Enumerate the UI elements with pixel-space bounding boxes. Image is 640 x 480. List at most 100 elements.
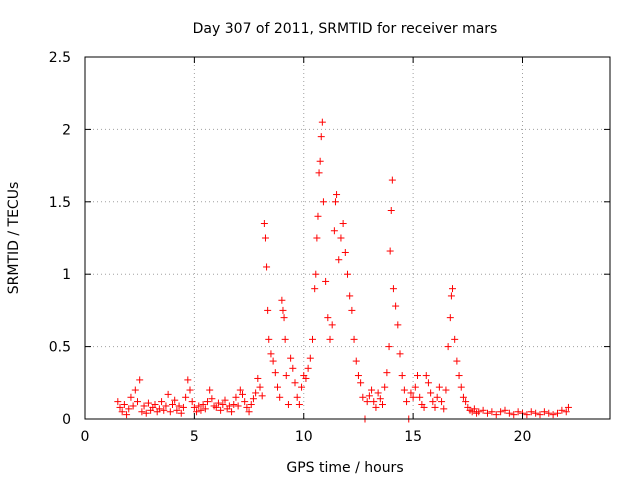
- data-point: [446, 314, 454, 322]
- data-point: [422, 372, 430, 380]
- data-point: [484, 409, 491, 417]
- data-point: [398, 372, 406, 380]
- x-tick-label: 10: [295, 429, 313, 445]
- data-point: [232, 393, 240, 401]
- data-point: [221, 396, 229, 404]
- y-tick-label: 0.5: [49, 340, 71, 356]
- data-point: [169, 401, 176, 409]
- data-point: [444, 343, 452, 351]
- data-point: [260, 220, 268, 228]
- data-point: [540, 408, 548, 416]
- data-point: [527, 408, 535, 416]
- data-point: [386, 247, 394, 255]
- data-point: [144, 399, 152, 407]
- data-point: [319, 198, 327, 206]
- data-point: [447, 292, 455, 300]
- data-point: [352, 357, 360, 365]
- data-point: [188, 398, 196, 406]
- data-point: [438, 398, 446, 406]
- data-point: [381, 383, 389, 391]
- data-point: [184, 376, 192, 384]
- data-point: [455, 372, 463, 380]
- data-point: [114, 398, 122, 406]
- data-point: [370, 398, 378, 406]
- data-point: [407, 389, 415, 397]
- data-point: [317, 133, 325, 141]
- axis-ticks: 0 5 10 15 20 0 0.5 1 1.5 2 2.5: [49, 50, 610, 445]
- data-point: [173, 406, 181, 414]
- data-point: [206, 386, 214, 394]
- data-point: [140, 402, 148, 410]
- data-point: [396, 350, 404, 358]
- data-point: [118, 408, 126, 416]
- data-point: [212, 403, 220, 411]
- data-point: [267, 350, 275, 358]
- data-point: [129, 402, 137, 410]
- data-point: [120, 401, 128, 409]
- data-point: [258, 392, 266, 400]
- data-point: [363, 398, 371, 406]
- data-point: [459, 393, 467, 401]
- data-point: [302, 374, 310, 382]
- data-point: [339, 220, 347, 228]
- data-point: [239, 390, 246, 398]
- data-point: [158, 398, 166, 406]
- data-point: [416, 393, 424, 401]
- data-point: [387, 206, 395, 214]
- data-point: [199, 401, 207, 409]
- data-point: [365, 392, 373, 400]
- data-point: [179, 403, 187, 411]
- data-point: [281, 335, 289, 343]
- data-point: [241, 398, 249, 406]
- data-point: [449, 285, 456, 293]
- data-point: [330, 227, 338, 235]
- data-point: [388, 176, 396, 184]
- data-point: [234, 402, 242, 410]
- data-point: [403, 398, 411, 406]
- data-point: [313, 234, 321, 242]
- data-point: [411, 383, 419, 391]
- data-point: [497, 408, 505, 416]
- data-point: [295, 401, 303, 409]
- data-point: [298, 383, 306, 391]
- data-point: [245, 408, 253, 416]
- data-point: [315, 169, 323, 177]
- data-point: [562, 408, 570, 416]
- data-point: [392, 302, 400, 310]
- data-point: [228, 408, 236, 416]
- data-point: [190, 403, 198, 411]
- data-point: [131, 386, 139, 394]
- chart-title: Day 307 of 2011, SRMTID for receiver mar…: [193, 21, 498, 37]
- data-point: [282, 372, 290, 380]
- data-point: [136, 376, 144, 384]
- data-point: [171, 396, 179, 404]
- data-point: [414, 372, 421, 380]
- data-point: [311, 285, 319, 293]
- data-point: [208, 395, 216, 403]
- data-point: [326, 335, 334, 343]
- data-point: [372, 403, 380, 411]
- data-point: [280, 314, 288, 322]
- data-point: [462, 398, 470, 406]
- data-point: [142, 409, 150, 417]
- data-point: [385, 343, 393, 351]
- data-point: [427, 389, 435, 397]
- data-point: [247, 401, 255, 409]
- x-tick-label: 5: [190, 429, 199, 445]
- grid: [85, 57, 610, 419]
- data-point: [217, 406, 225, 414]
- data-point: [306, 354, 314, 362]
- data-point: [269, 357, 277, 365]
- data-point: [346, 292, 354, 300]
- data-point: [453, 357, 461, 365]
- data-point: [175, 402, 183, 410]
- data-point: [274, 383, 281, 391]
- data-point: [523, 411, 531, 419]
- data-point: [359, 393, 367, 401]
- data-point: [186, 386, 194, 394]
- data-point: [166, 408, 174, 416]
- data-point: [225, 402, 233, 410]
- data-point: [492, 411, 500, 419]
- data-point: [261, 234, 269, 242]
- data-point: [214, 399, 222, 407]
